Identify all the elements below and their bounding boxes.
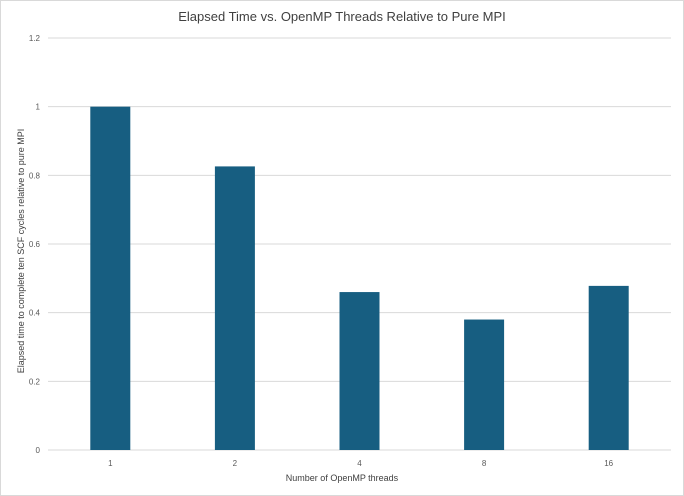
y-tick-label: 0 bbox=[36, 446, 41, 455]
bar-1 bbox=[90, 106, 131, 451]
x-tick-label: 16 bbox=[604, 459, 613, 468]
x-tick-label: 2 bbox=[233, 459, 238, 468]
bar-16 bbox=[588, 285, 629, 450]
y-tick-label: 0.4 bbox=[29, 309, 41, 318]
bar-8 bbox=[464, 319, 505, 450]
y-tick-label: 1.2 bbox=[29, 34, 41, 43]
y-tick-label: 0.8 bbox=[29, 171, 41, 180]
chart-title: Elapsed Time vs. OpenMP Threads Relative… bbox=[178, 9, 506, 24]
y-tick-label: 1 bbox=[36, 103, 41, 112]
bar-2 bbox=[214, 166, 255, 450]
y-tick-label: 0.6 bbox=[29, 240, 41, 249]
bar-4 bbox=[339, 292, 380, 450]
x-tick-label: 1 bbox=[108, 459, 113, 468]
y-tick-label: 0.2 bbox=[29, 377, 41, 386]
x-tick-label: 4 bbox=[357, 459, 362, 468]
x-axis-label: Number of OpenMP threads bbox=[285, 473, 399, 483]
x-tick-label: 8 bbox=[482, 459, 487, 468]
